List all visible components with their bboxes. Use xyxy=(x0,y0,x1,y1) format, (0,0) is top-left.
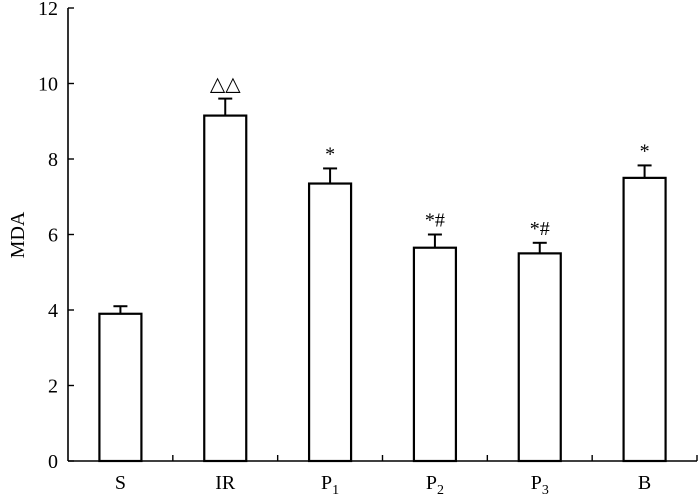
axes xyxy=(67,7,698,462)
x-tick-label: S xyxy=(115,472,126,494)
x-tick-label-subscript: 2 xyxy=(437,483,444,497)
y-axis-label: MDA xyxy=(7,211,29,258)
x-tick-label: IR xyxy=(215,472,236,494)
x-tick-label-subscript: 3 xyxy=(542,483,549,497)
x-tick-label-main: S xyxy=(115,472,126,494)
significance-annotation: * xyxy=(325,143,335,165)
y-tick-label: 12 xyxy=(38,0,58,20)
y-tick-label: 4 xyxy=(48,300,58,322)
significance-annotation: *# xyxy=(425,210,445,232)
y-tick-label: 10 xyxy=(38,74,58,96)
x-tick-label-main: B xyxy=(638,472,651,494)
y-tick-label: 2 xyxy=(48,376,58,398)
x-tick-label: P2 xyxy=(426,472,444,497)
bar xyxy=(622,176,667,463)
significance-annotation: *# xyxy=(530,218,550,240)
x-tick-label-main: P xyxy=(321,472,332,494)
bar xyxy=(307,182,353,463)
x-tick-label: P3 xyxy=(531,472,549,497)
x-tick-label: P1 xyxy=(321,472,339,497)
bars xyxy=(98,97,667,463)
x-tick-label: B xyxy=(638,472,651,494)
x-tick-label-main: P xyxy=(426,472,437,494)
x-tick-label-main: P xyxy=(531,472,542,494)
bar xyxy=(203,114,248,463)
significance-annotation: * xyxy=(640,140,650,162)
y-tick-label: 8 xyxy=(48,149,58,171)
x-tick-label-main: IR xyxy=(215,472,236,494)
bar xyxy=(412,246,458,463)
bar xyxy=(517,252,562,463)
y-tick-label: 6 xyxy=(48,225,58,247)
x-tick-label-subscript: 1 xyxy=(332,483,339,497)
significance-annotation: △△ xyxy=(210,74,241,96)
y-tick-label: 0 xyxy=(48,451,58,473)
bar xyxy=(98,312,143,463)
